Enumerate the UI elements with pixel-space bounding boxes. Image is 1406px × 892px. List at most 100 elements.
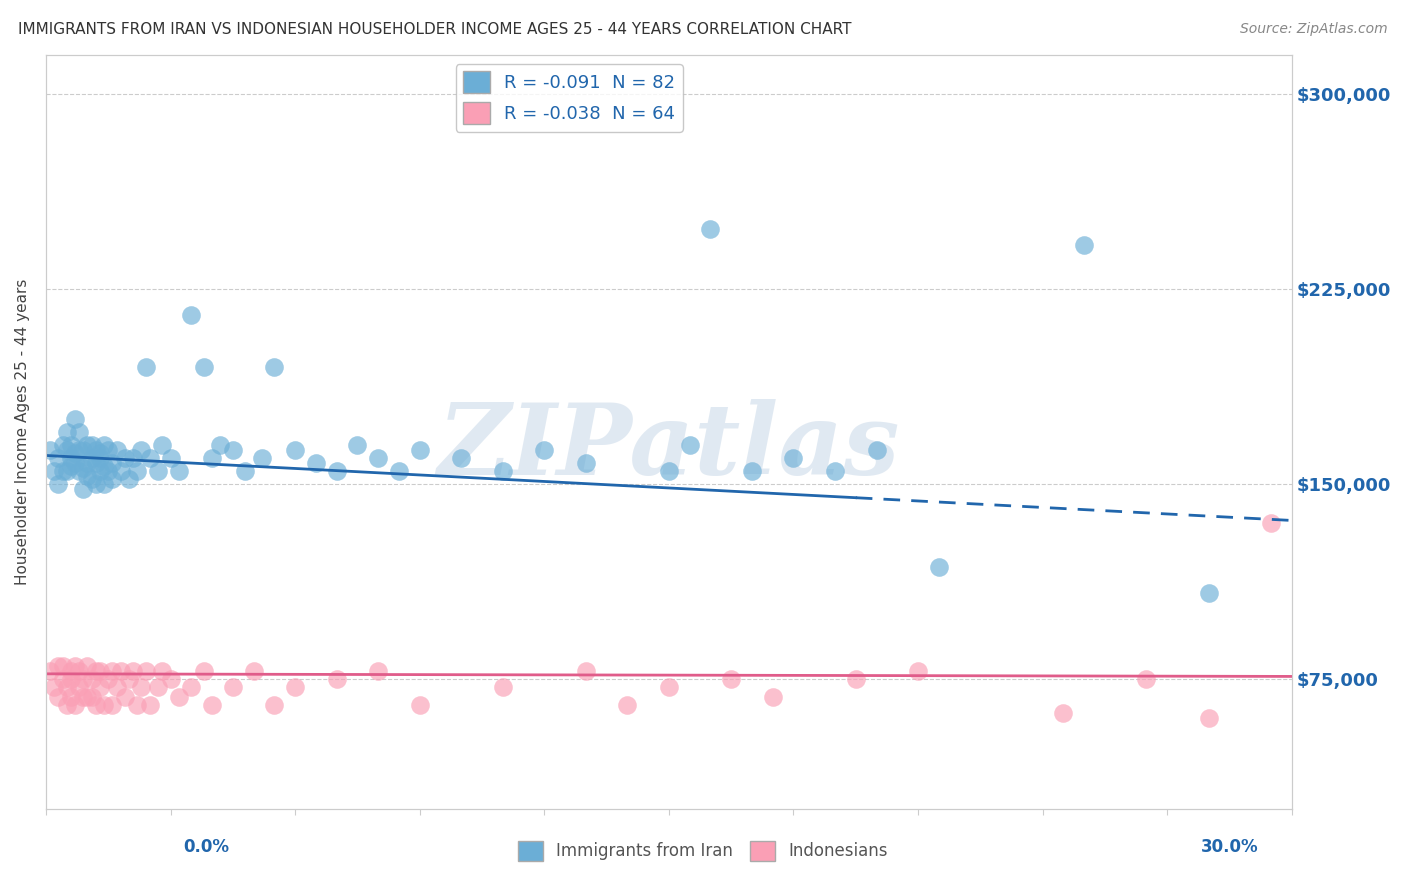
Point [222, 680, 245, 694]
Point [80, 472, 103, 486]
Point [263, 360, 285, 375]
Point [72, 443, 94, 458]
Legend: R = -0.091  N = 82, R = -0.038  N = 64: R = -0.091 N = 82, R = -0.038 N = 64 [456, 64, 683, 132]
Point [150, 664, 173, 678]
Point [616, 698, 638, 712]
Point [1135, 672, 1157, 686]
Text: IMMIGRANTS FROM IRAN VS INDONESIAN HOUSEHOLDER INCOME AGES 25 - 44 YEARS CORRELA: IMMIGRANTS FROM IRAN VS INDONESIAN HOUSE… [18, 22, 852, 37]
Point [52, 438, 75, 452]
Point [167, 464, 190, 478]
Point [325, 464, 347, 478]
Point [720, 672, 742, 686]
Point [233, 464, 256, 478]
Point [84, 443, 107, 458]
Point [367, 664, 389, 678]
Point [193, 360, 215, 375]
Point [658, 680, 681, 694]
Point [55, 680, 77, 694]
Point [741, 464, 763, 478]
Point [76, 469, 98, 483]
Point [101, 664, 124, 678]
Point [575, 664, 598, 678]
Point [127, 698, 149, 712]
Point [845, 672, 868, 686]
Point [678, 438, 700, 452]
Point [122, 451, 145, 466]
Point [865, 443, 887, 458]
Point [84, 698, 107, 712]
Point [101, 698, 124, 712]
Point [63, 446, 86, 460]
Point [72, 482, 94, 496]
Point [59, 438, 82, 452]
Point [55, 443, 77, 458]
Point [209, 438, 232, 452]
Legend: Immigrants from Iran, Indonesians: Immigrants from Iran, Indonesians [512, 834, 894, 868]
Point [492, 464, 515, 478]
Point [52, 659, 75, 673]
Point [67, 425, 90, 439]
Point [242, 664, 264, 678]
Point [305, 456, 328, 470]
Point [101, 472, 124, 486]
Point [367, 451, 389, 466]
Point [193, 664, 215, 678]
Point [159, 451, 181, 466]
Point [59, 690, 82, 705]
Point [63, 456, 86, 470]
Point [114, 451, 136, 466]
Point [101, 456, 124, 470]
Point [159, 672, 181, 686]
Point [39, 443, 62, 458]
Point [48, 690, 70, 705]
Point [55, 464, 77, 478]
Point [575, 456, 598, 470]
Point [533, 443, 555, 458]
Point [492, 680, 515, 694]
Point [824, 464, 846, 478]
Point [39, 664, 62, 678]
Point [110, 464, 132, 478]
Point [97, 443, 120, 458]
Point [180, 308, 202, 322]
Point [84, 456, 107, 470]
Point [59, 451, 82, 466]
Point [1260, 516, 1282, 530]
Point [93, 458, 115, 473]
Point [658, 464, 681, 478]
Point [52, 672, 75, 686]
Text: ZIPatlas: ZIPatlas [437, 399, 900, 495]
Point [1073, 238, 1095, 252]
Point [409, 698, 432, 712]
Point [139, 451, 162, 466]
Point [72, 690, 94, 705]
Point [48, 451, 70, 466]
Y-axis label: Householder Income Ages 25 - 44 years: Householder Income Ages 25 - 44 years [15, 279, 30, 585]
Point [284, 680, 307, 694]
Point [80, 672, 103, 686]
Point [118, 472, 141, 486]
Point [80, 438, 103, 452]
Point [127, 464, 149, 478]
Point [52, 464, 75, 478]
Point [139, 698, 162, 712]
Point [89, 680, 111, 694]
Point [346, 438, 368, 452]
Point [59, 664, 82, 678]
Point [67, 443, 90, 458]
Point [67, 464, 90, 478]
Point [167, 690, 190, 705]
Point [122, 664, 145, 678]
Point [76, 690, 98, 705]
Point [63, 412, 86, 426]
Text: 0.0%: 0.0% [183, 838, 229, 855]
Point [1052, 706, 1074, 720]
Point [201, 451, 224, 466]
Point [72, 461, 94, 475]
Point [93, 698, 115, 712]
Point [250, 451, 273, 466]
Point [59, 672, 82, 686]
Point [93, 438, 115, 452]
Point [222, 443, 245, 458]
Point [89, 664, 111, 678]
